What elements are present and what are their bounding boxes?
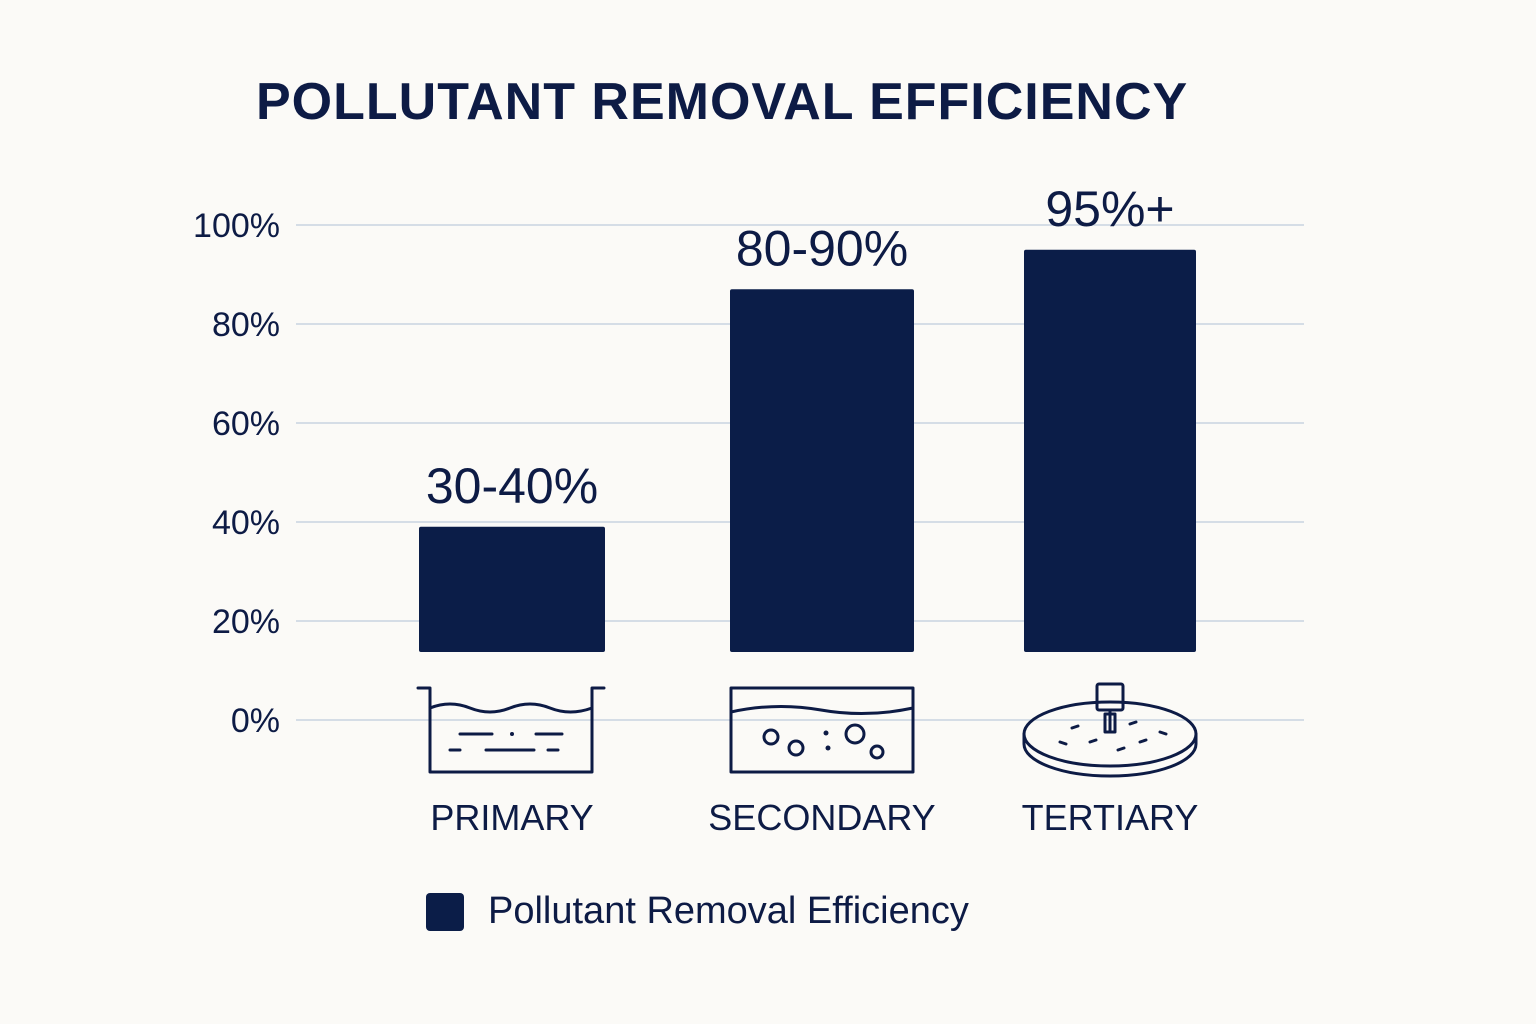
y-tick-label: 0% bbox=[231, 702, 280, 740]
bar-value-label: 95%+ bbox=[1045, 181, 1174, 237]
y-tick-label: 20% bbox=[212, 603, 280, 641]
bar bbox=[730, 289, 914, 652]
filtration-disc-icon bbox=[1022, 682, 1198, 778]
category-label: SECONDARY bbox=[708, 797, 935, 838]
aeration-basin-icon bbox=[729, 686, 915, 774]
bar bbox=[1024, 249, 1196, 652]
bar-value-label: 30-40% bbox=[426, 458, 598, 514]
category-label: PRIMARY bbox=[430, 797, 593, 838]
bar-value-label: 80-90% bbox=[736, 220, 908, 276]
bar bbox=[419, 526, 605, 652]
y-tick-label: 40% bbox=[212, 504, 280, 542]
y-tick-label: 60% bbox=[212, 405, 280, 443]
legend-swatch bbox=[426, 892, 464, 931]
y-tick-label: 80% bbox=[212, 306, 280, 344]
legend: Pollutant Removal Efficiency bbox=[426, 890, 969, 933]
settling-tank-icon bbox=[416, 686, 606, 774]
y-tick-label: 100% bbox=[193, 207, 280, 245]
legend-label: Pollutant Removal Efficiency bbox=[488, 890, 969, 932]
category-label: TERTIARY bbox=[1022, 797, 1199, 838]
chart-title: POLLUTANT REMOVAL EFFICIENCY bbox=[256, 73, 1189, 131]
